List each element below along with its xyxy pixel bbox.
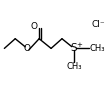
Text: O: O [31,22,37,31]
Text: S: S [71,43,77,53]
Text: CH₃: CH₃ [66,62,82,71]
Text: Cl⁻: Cl⁻ [91,20,105,29]
Text: O: O [24,44,31,53]
Text: +: + [76,42,82,48]
Text: CH₃: CH₃ [89,44,105,53]
